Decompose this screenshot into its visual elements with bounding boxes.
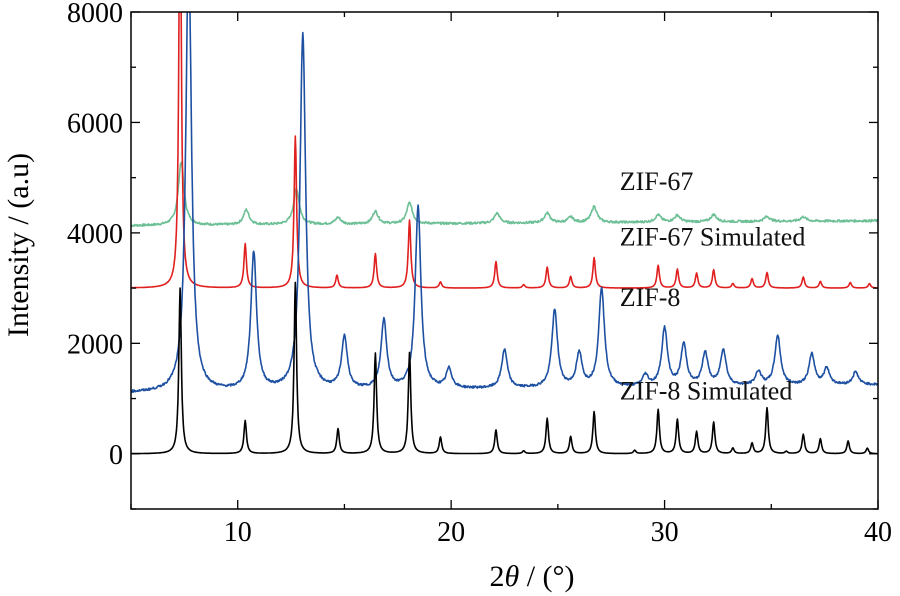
x-tick-label: 20 [437, 517, 465, 548]
y-tick-label: 6000 [67, 108, 123, 139]
series-label-zif-8: ZIF-8 [620, 283, 681, 312]
axis-ticks: 10 20 30 40 0 2000 4000 6000 8000 [67, 0, 892, 548]
y-tick-label: 2000 [67, 329, 123, 360]
y-tick-label: 8000 [67, 0, 123, 29]
series-line-zif-67 [131, 161, 878, 227]
series-label-zif-67: ZIF-67 [620, 167, 694, 196]
plot-frame [130, 11, 879, 510]
series-traces [131, 12, 878, 455]
y-axis-title: Intensity / (a.u) [2, 153, 35, 337]
x-tick-label: 30 [651, 517, 679, 548]
series-line-zif-8-simulated [131, 281, 878, 455]
y-tick-label: 0 [109, 440, 123, 471]
series-labels: ZIF-67 ZIF-67 Simulated ZIF-8 ZIF-8 Simulat… [620, 167, 806, 406]
series-line-zif-8 [131, 12, 878, 393]
y-tick-label: 4000 [67, 219, 123, 250]
x-tick-label: 10 [224, 517, 252, 548]
x-axis-title: 2θ / (°) [489, 560, 574, 593]
x-tick-label: 40 [864, 517, 892, 548]
series-label-zif-8-simulated: ZIF-8 Simulated [620, 377, 793, 406]
series-label-zif-67-simulated: ZIF-67 Simulated [620, 223, 806, 252]
